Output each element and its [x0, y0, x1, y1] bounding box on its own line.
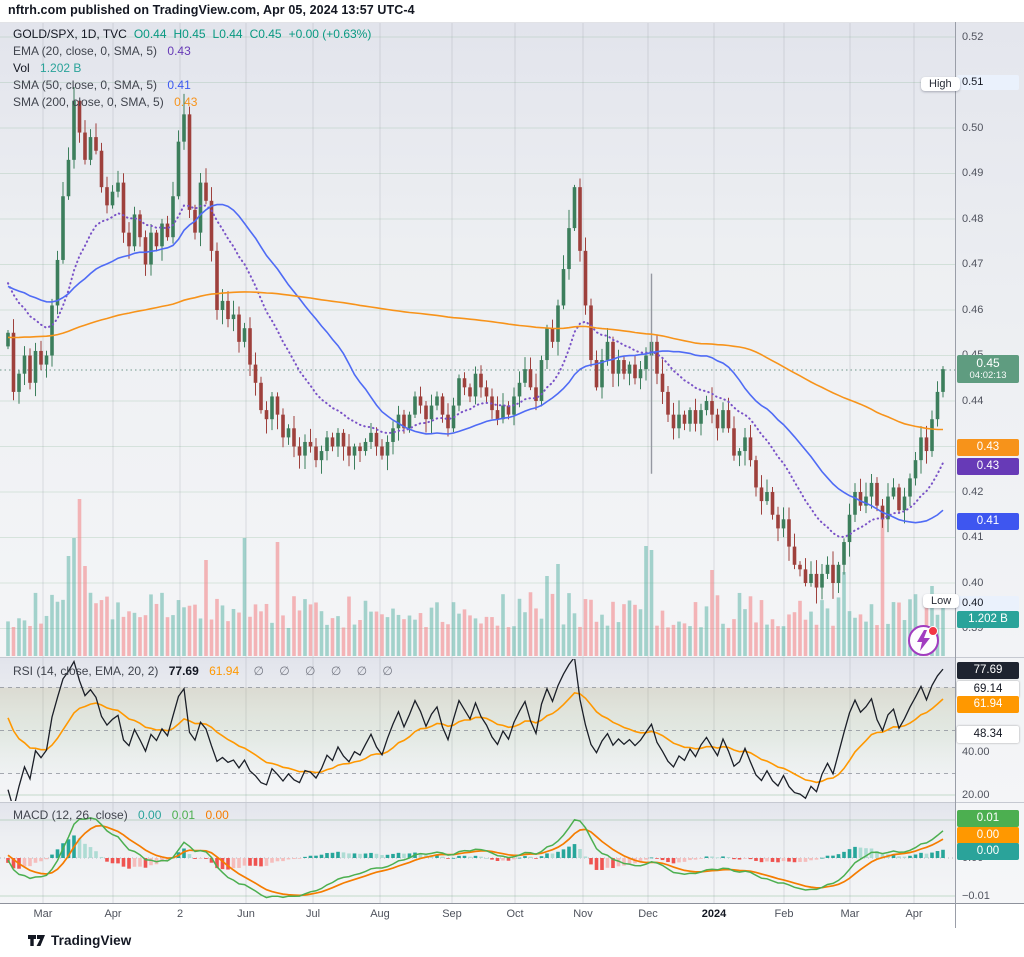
macd-label: MACD (12, 26, close): [13, 808, 128, 822]
time-axis-tick[interactable]: Nov: [573, 908, 593, 920]
price-axis-label: 0.44: [962, 395, 984, 407]
rsi-axis-label: 20.00: [962, 789, 990, 801]
notification-dot: [928, 626, 938, 636]
rsi-label: RSI (14, close, EMA, 20, 2): [13, 664, 159, 678]
price-axis-label: 0.48: [962, 213, 984, 225]
rsi-axis-badge: 69.14: [957, 681, 1019, 698]
time-axis-tick[interactable]: 2: [176, 908, 184, 920]
price-axis-border: [955, 22, 956, 928]
time-axis-tick[interactable]: Jun: [237, 908, 255, 920]
sma50-legend-row[interactable]: SMA (50, close, 0, SMA, 5) 0.41: [13, 78, 191, 92]
price-axis-label: 0.49: [962, 167, 984, 179]
ohlc-part-1: H0.45: [173, 27, 206, 41]
rsi-ema-value: 61.94: [209, 664, 240, 678]
publish-attribution: nftrh.com published on TradingView.com, …: [8, 3, 415, 17]
time-axis-tick[interactable]: Oct: [506, 908, 524, 920]
sma200-label: SMA (200, close, 0, SMA, 5): [13, 95, 164, 109]
time-axis-divider: [0, 903, 1024, 904]
symbol-title: GOLD/SPX, 1D, TVC: [13, 27, 127, 41]
price-axis-label: 0.40: [962, 577, 984, 589]
price-axis-label: 0.51: [957, 75, 1019, 90]
macd-hist-value: 0.00: [138, 808, 162, 822]
time-axis-tick[interactable]: 2024: [701, 908, 727, 920]
ohlc-part-3: C0.45: [249, 27, 282, 41]
time-axis-tick[interactable]: Apr: [104, 908, 122, 920]
volume-label: Vol: [13, 61, 30, 75]
price-axis-label: 0.41: [962, 531, 984, 543]
price-axis-badge: 1.202 B: [957, 611, 1019, 628]
price-axis-badge: 0.41: [957, 513, 1019, 530]
tradingview-wordmark: TradingView: [51, 933, 132, 948]
time-axis-tick[interactable]: Jul: [305, 908, 321, 920]
price-axis-label: 0.40: [957, 596, 1019, 611]
ohlc-part-2: L0.44: [212, 27, 243, 41]
rsi-axis-badge: 48.34: [957, 726, 1019, 743]
main-pane-background[interactable]: [0, 22, 955, 658]
main-rsi-divider[interactable]: [0, 657, 1024, 658]
time-axis-tick[interactable]: Mar: [840, 908, 860, 920]
rsi-null-plots: ∅ ∅ ∅ ∅ ∅ ∅: [253, 664, 399, 678]
macd-line-value: 0.01: [171, 808, 196, 822]
time-axis-tick[interactable]: Dec: [638, 908, 658, 920]
low-pill: Low: [923, 594, 960, 608]
macd-axis-badge: 0.00: [957, 827, 1019, 844]
rsi-legend-row[interactable]: RSI (14, close, EMA, 20, 2) 77.69 61.94 …: [13, 664, 399, 678]
spark-button[interactable]: [908, 625, 939, 656]
lightning-icon: [917, 630, 930, 651]
price-axis-label: 0.52: [962, 31, 984, 43]
ema20-value: 0.43: [167, 44, 191, 58]
volume-value: 1.202 B: [40, 61, 82, 75]
price-axis-label: 0.46: [962, 304, 984, 316]
rsi-axis-badge: 77.69: [957, 662, 1019, 679]
last-price-badge: 0.45 04:02:13: [957, 355, 1019, 383]
macd-legend-row[interactable]: MACD (12, 26, close) 0.00 0.01 0.00: [13, 808, 236, 822]
sma200-legend-row[interactable]: SMA (200, close, 0, SMA, 5) 0.43: [13, 95, 197, 109]
rsi-axis-label: 40.00: [962, 746, 990, 758]
time-axis-tick[interactable]: Sep: [442, 908, 462, 920]
ema20-legend-row[interactable]: EMA (20, close, 0, SMA, 5) 0.43: [13, 44, 191, 58]
macd-axis-label: −0.01: [962, 890, 990, 902]
rsi-macd-divider[interactable]: [0, 802, 1024, 803]
macd-axis-badge: 0.00: [957, 843, 1019, 860]
time-axis-tick[interactable]: Feb: [774, 908, 794, 920]
sma50-value: 0.41: [167, 78, 191, 92]
sma50-label: SMA (50, close, 0, SMA, 5): [13, 78, 158, 92]
sma200-value: 0.43: [174, 95, 198, 109]
price-axis-label: 0.47: [962, 258, 984, 270]
macd-axis-badge: 0.01: [957, 810, 1019, 827]
rsi-pane-background[interactable]: [0, 658, 955, 802]
macd-signal-value: 0.00: [205, 808, 229, 822]
ohlc-part-0: O0.44: [133, 27, 167, 41]
tradingview-brand[interactable]: TradingView: [28, 933, 131, 948]
ohlc-part-4: +0.00 (+0.63%): [288, 27, 372, 41]
rsi-value: 77.69: [168, 664, 199, 678]
symbol-legend-row[interactable]: GOLD/SPX, 1D, TVC O0.44 H0.45 L0.44 C0.45 +0.…: [13, 27, 378, 41]
price-axis-badge: 0.43: [957, 439, 1019, 456]
time-axis-tick[interactable]: Mar: [33, 908, 53, 920]
tradingview-logo-icon: [28, 935, 45, 946]
rsi-axis-badge: 61.94: [957, 696, 1019, 713]
header-divider: [0, 22, 1024, 23]
price-axis-label: 0.50: [962, 122, 984, 134]
bar-countdown: 04:02:13: [969, 370, 1007, 381]
price-axis-badge: 0.43: [957, 458, 1019, 475]
volume-legend-row[interactable]: Vol 1.202 B: [13, 61, 81, 75]
last-price-value: 0.45: [976, 356, 1000, 370]
ema20-label: EMA (20, close, 0, SMA, 5): [13, 44, 158, 58]
time-axis-area[interactable]: [0, 904, 1024, 928]
price-axis-label: 0.42: [962, 486, 984, 498]
time-axis-tick[interactable]: Aug: [370, 908, 390, 920]
time-axis-tick[interactable]: Apr: [905, 908, 923, 920]
high-pill: High: [921, 77, 960, 91]
